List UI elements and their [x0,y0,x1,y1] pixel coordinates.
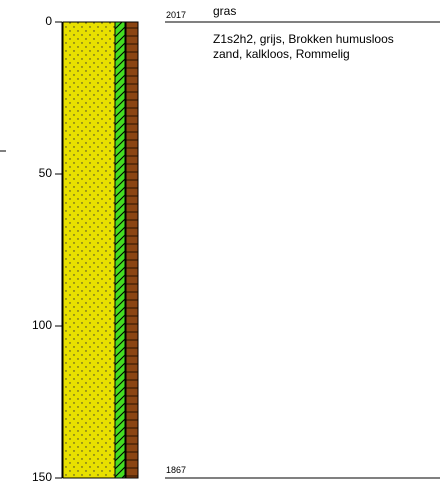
layer-title: gras [213,4,237,18]
sand-column [62,21,116,479]
depth-tick-label: 0 [45,14,52,28]
depth-tick-label: 150 [31,470,52,484]
depth-tick-label: 50 [38,166,52,180]
layer-description-line1: Z1s2h2, grijs, Brokken humusloos [213,32,394,46]
layer-description-line2: zand, kalkloos, Rommelig [213,47,350,61]
depth-tick-label: 100 [31,318,52,332]
top-level-label: 2017 [166,10,187,20]
bottom-level-label: 1867 [166,465,187,475]
depth-ticks [55,21,62,479]
green-strip [114,21,126,479]
brown-strip [125,21,139,479]
